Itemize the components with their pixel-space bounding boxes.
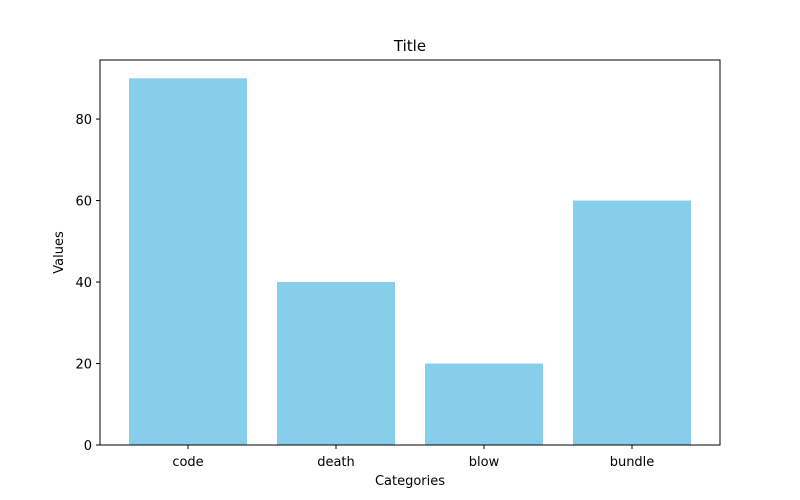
- y-tick-label-40: 40: [75, 276, 92, 291]
- bar-blow: [425, 363, 543, 445]
- y-axis-label: Values: [52, 231, 67, 274]
- y-tick-label-60: 60: [75, 195, 92, 210]
- x-axis-label: Categories: [375, 474, 445, 489]
- x-tick-label-death: death: [317, 455, 355, 470]
- bar-death: [277, 282, 395, 445]
- bar-code: [129, 78, 247, 445]
- y-tick-label-20: 20: [75, 358, 92, 373]
- y-tick-label-0: 0: [84, 439, 92, 454]
- x-tick-label-code: code: [172, 455, 203, 470]
- chart-title: Title: [393, 37, 426, 55]
- y-tick-label-80: 80: [75, 113, 92, 128]
- x-tick-label-bundle: bundle: [610, 455, 655, 470]
- x-tick-label-blow: blow: [469, 455, 500, 470]
- bar-bundle: [573, 200, 691, 445]
- bars-layer: [129, 78, 691, 445]
- x-axis: code death blow bundle: [172, 445, 654, 470]
- y-axis: 0 20 40 60 80: [75, 113, 100, 454]
- plot-area-frame: [99, 59, 721, 446]
